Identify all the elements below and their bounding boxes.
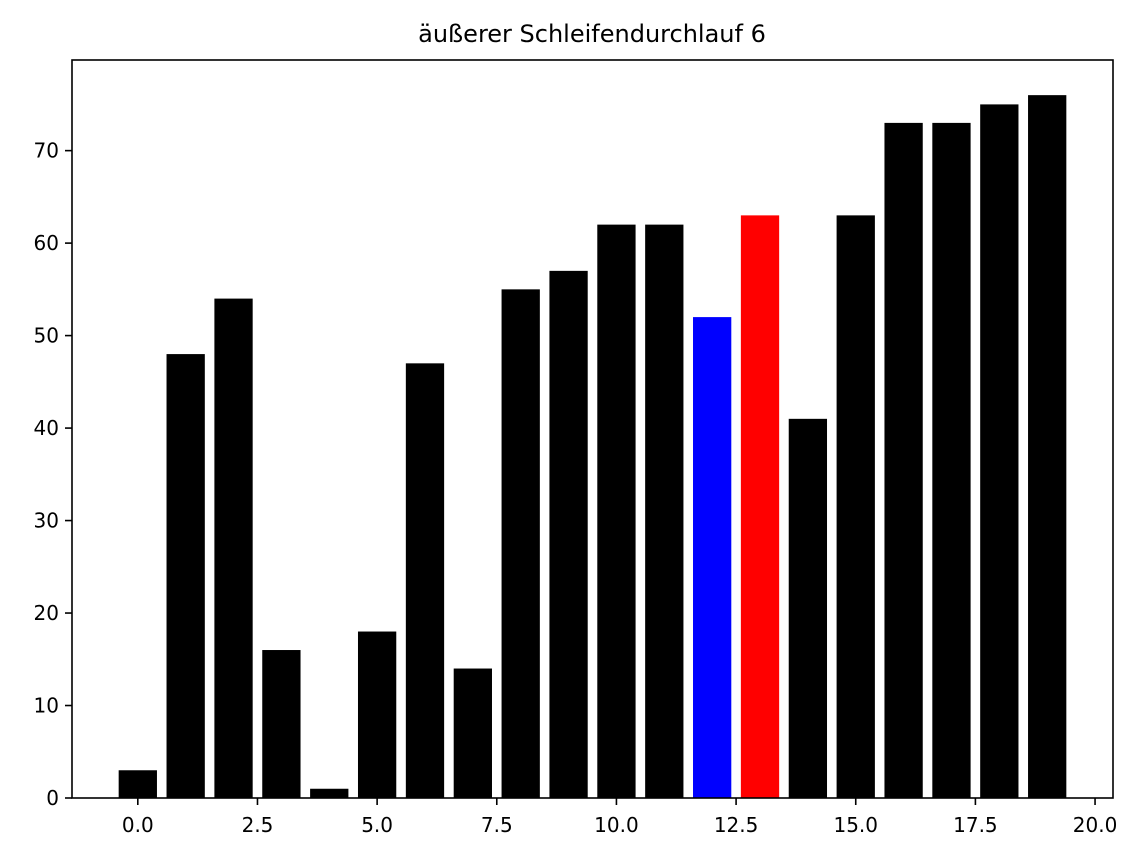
bar-9 xyxy=(549,270,588,798)
bar-19 xyxy=(1028,95,1067,798)
y-tick-label-3: 30 xyxy=(34,509,59,533)
bar-18 xyxy=(980,104,1019,798)
y-tick-label-7: 70 xyxy=(34,139,59,163)
bar-1 xyxy=(166,354,205,798)
y-tick-label-4: 40 xyxy=(34,416,59,440)
bar-7 xyxy=(453,668,492,798)
y-tick-label-0: 0 xyxy=(46,786,59,810)
bar-17 xyxy=(932,122,971,798)
x-axis-ticks: 0.0 2.5 5.0 7.5 10.0 12.5 15.0 17.5 20.0 xyxy=(122,798,1117,837)
x-tick-label-1: 2.5 xyxy=(242,813,274,837)
bar-8 xyxy=(501,289,540,798)
y-tick-label-5: 50 xyxy=(34,324,59,348)
x-tick-label-8: 20.0 xyxy=(1073,813,1118,837)
y-axis-ticks: 0 10 20 30 40 50 60 70 xyxy=(34,139,72,810)
y-tick-label-2: 20 xyxy=(34,601,59,625)
bar-4 xyxy=(310,788,349,798)
chart-title: äußerer Schleifendurchlauf 6 xyxy=(418,20,766,48)
bar-5 xyxy=(357,631,397,798)
x-tick-label-0: 0.0 xyxy=(122,813,154,837)
x-tick-label-7: 17.5 xyxy=(953,813,998,837)
bar-3 xyxy=(262,650,301,798)
bars-layer xyxy=(118,95,1067,798)
bar-6 xyxy=(405,363,445,798)
bar-10 xyxy=(597,224,636,798)
bar-11 xyxy=(645,224,684,798)
y-tick-label-1: 10 xyxy=(34,694,59,718)
bar-2 xyxy=(214,298,253,798)
bar-12 xyxy=(693,317,732,798)
x-tick-label-2: 5.0 xyxy=(361,813,393,837)
bar-0 xyxy=(118,770,157,798)
bar-14 xyxy=(788,418,828,798)
x-tick-label-4: 10.0 xyxy=(594,813,639,837)
bar-15 xyxy=(836,215,875,798)
bar-16 xyxy=(884,122,923,798)
bar-13 xyxy=(740,215,780,798)
x-tick-label-3: 7.5 xyxy=(481,813,513,837)
plot-frame xyxy=(71,59,1114,799)
x-tick-label-5: 12.5 xyxy=(714,813,759,837)
y-tick-label-6: 60 xyxy=(34,231,59,255)
x-tick-label-6: 15.0 xyxy=(833,813,878,837)
